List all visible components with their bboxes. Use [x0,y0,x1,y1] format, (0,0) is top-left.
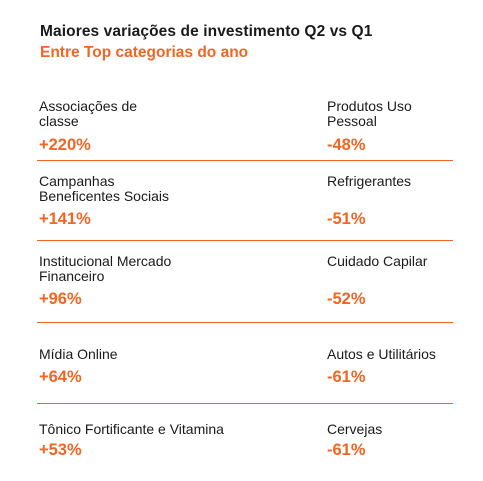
page-title: Maiores variações de investimento Q2 vs … [40,23,373,40]
list-row: Associações de classe +220% Produtos Uso… [37,99,453,159]
category-label: Associações de classe [39,98,138,129]
category-label: Cuidado Capilar [327,253,428,269]
category-label: Refrigerantes [327,173,412,189]
change-value: -52% [327,290,366,308]
divider [37,322,453,323]
category-item: Autos e Utilitários -61% [327,346,457,387]
list-row: Mídia Online +64% Autos e Utilitários -6… [37,347,453,397]
category-item: Cuidado Capilar -52% [327,253,467,309]
change-value: +64% [39,368,82,386]
change-value: -51% [327,210,366,228]
category-item: Campanhas Beneficentes Sociais +141% [39,173,199,229]
category-item: Refrigerantes -51% [327,173,457,229]
category-item: Cervejas -61% [327,421,457,460]
category-item: Tônico Fortificante e Vitamina +53% [39,421,289,460]
list-row: Tônico Fortificante e Vitamina +53% Cerv… [37,422,453,467]
category-label: Produtos Uso Pessoal [327,98,412,129]
change-value: -61% [327,441,366,459]
category-label: Institucional Mercado Financeiro [39,253,172,284]
category-item: Institucional Mercado Financeiro +96% [39,253,209,309]
change-value: -61% [327,368,366,386]
change-value: +220% [39,136,91,154]
category-item: Produtos Uso Pessoal -48% [327,98,437,155]
change-value: +53% [39,441,82,459]
category-item: Mídia Online +64% [39,346,289,387]
divider [37,160,453,161]
divider [37,240,453,241]
change-value: +141% [39,210,91,228]
category-label: Autos e Utilitários [327,346,436,362]
list-row: Institucional Mercado Financeiro +96% Cu… [37,254,453,319]
category-label: Campanhas Beneficentes Sociais [39,173,169,204]
category-label: Mídia Online [39,346,118,362]
list-row: Campanhas Beneficentes Sociais +141% Ref… [37,174,453,239]
category-label: Cervejas [327,421,383,437]
category-item: Associações de classe +220% [39,98,169,155]
page-subtitle: Entre Top categorias do ano [40,44,249,61]
divider [37,403,453,404]
change-value: +96% [39,290,82,308]
change-value: -48% [327,136,366,154]
category-label: Tônico Fortificante e Vitamina [39,421,224,437]
